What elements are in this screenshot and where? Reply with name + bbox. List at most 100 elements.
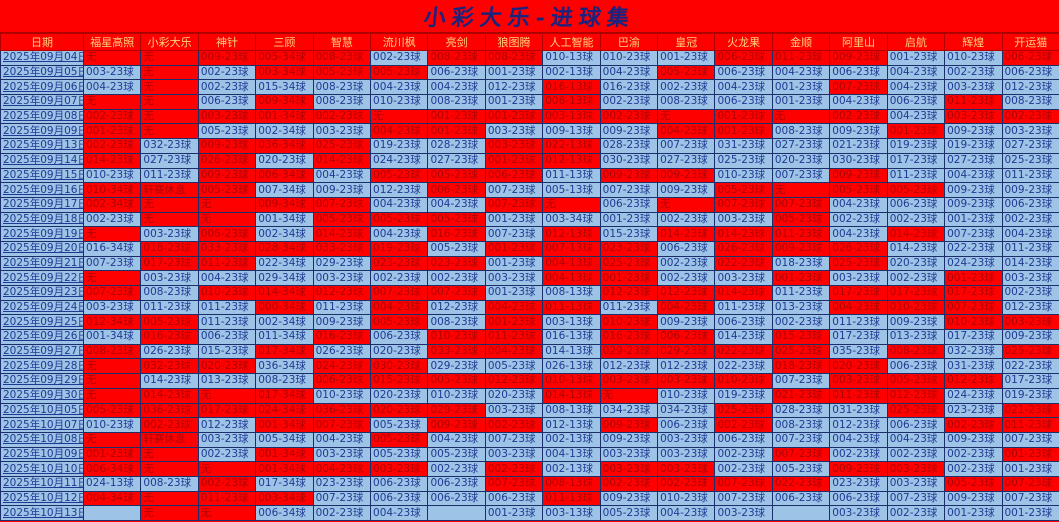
cell-miss[interactable]: 012-23球 [599, 285, 659, 301]
cell-miss[interactable]: 019-23球 [370, 240, 429, 257]
cell-miss[interactable]: 000-34球 [255, 299, 314, 316]
cell-hit[interactable]: 020-23球 [771, 152, 831, 169]
cell-miss[interactable]: 003-23球 [657, 373, 716, 389]
cell-miss[interactable]: 006-23球 [1001, 50, 1059, 66]
cell-hit[interactable]: 011-23球 [1001, 240, 1059, 257]
cell-miss[interactable]: 002-23球 [829, 108, 888, 125]
cell-miss[interactable]: 004-23球 [829, 299, 888, 316]
date-cell[interactable]: 2025年09月29日 [0, 373, 84, 389]
cell-hit[interactable]: 003-23球 [312, 123, 372, 140]
cell-miss[interactable]: 017-34球 [255, 343, 314, 360]
cell-hit[interactable]: 008-13球 [542, 285, 601, 301]
cell-hit[interactable]: 008-23球 [255, 373, 314, 389]
date-cell[interactable]: 2025年10月09日 [0, 446, 84, 463]
cell-hit[interactable]: 009-23球 [829, 123, 888, 140]
cell-hit[interactable]: 003-23球 [829, 270, 888, 286]
cell-hit[interactable]: 007-23球 [886, 490, 946, 507]
cell-miss[interactable]: 001-23球 [1001, 446, 1059, 463]
cell-hit[interactable]: 024-23球 [944, 255, 1003, 272]
cell-hit[interactable]: 020-23球 [370, 343, 429, 360]
cell-miss[interactable]: 032-23球 [140, 358, 199, 375]
cell-hit[interactable]: 002-23球 [771, 314, 831, 331]
cell-miss[interactable]: 无 [599, 387, 659, 404]
cell-hit[interactable]: 027-23球 [944, 152, 1003, 169]
cell-hit[interactable]: 006-23球 [1001, 196, 1059, 213]
cell-miss[interactable]: 003-23球 [886, 461, 946, 477]
cell-hit[interactable]: 003-13球 [542, 314, 601, 331]
date-cell[interactable]: 2025年09月21日 [0, 255, 84, 272]
cell-hit[interactable]: 007-23球 [714, 490, 773, 507]
cell-miss[interactable]: 003-13球 [542, 108, 601, 125]
cell-miss[interactable]: 004-13球 [542, 255, 601, 272]
cell-miss[interactable]: 005-23球 [370, 167, 429, 184]
cell-hit[interactable]: 011-23球 [197, 299, 257, 316]
cell-miss[interactable]: 无 [82, 373, 142, 389]
cell-miss[interactable]: 011-23球 [829, 387, 888, 404]
cell-miss[interactable]: 005-23球 [312, 64, 372, 81]
cell-hit[interactable]: 022-34球 [255, 255, 314, 272]
cell-hit[interactable]: 030-23球 [599, 152, 659, 169]
cell-miss[interactable]: 009-23球 [197, 167, 257, 184]
cell-miss[interactable]: 007-23球 [427, 285, 486, 301]
cell-miss[interactable]: 011-23球 [197, 255, 257, 272]
cell-hit[interactable]: 001-23球 [886, 50, 946, 66]
cell-hit[interactable]: 008-23球 [771, 123, 831, 140]
cell-hit[interactable] [82, 505, 142, 521]
cell-miss[interactable]: 无 [140, 64, 199, 81]
cell-miss[interactable]: 001-23球 [82, 123, 142, 140]
cell-hit[interactable]: 023-23球 [312, 475, 372, 492]
cell-miss[interactable]: 025-23球 [1001, 343, 1059, 360]
cell-miss[interactable]: 001-23球 [484, 240, 544, 257]
cell-hit[interactable]: 017-23球 [944, 329, 1003, 345]
cell-hit[interactable]: 002-23球 [886, 270, 946, 286]
cell-miss[interactable]: 029-23球 [657, 343, 716, 360]
cell-hit[interactable]: 032-23球 [140, 138, 199, 154]
cell-miss[interactable]: 036-23球 [140, 402, 199, 419]
cell-miss[interactable]: 014-34球 [255, 285, 314, 301]
cell-hit[interactable]: 003-23球 [312, 270, 372, 286]
cell-hit[interactable]: 001-23球 [944, 505, 1003, 521]
cell-miss[interactable]: 005-23球 [370, 431, 429, 448]
cell-miss[interactable]: 006-23球 [714, 50, 773, 66]
cell-hit[interactable]: 036-34球 [255, 358, 314, 375]
cell-miss[interactable]: 010-23球 [944, 314, 1003, 331]
cell-miss[interactable]: 002-23球 [197, 475, 257, 492]
cell-miss[interactable]: 004-23球 [370, 299, 429, 316]
cell-hit[interactable]: 006-23球 [370, 475, 429, 492]
date-cell[interactable]: 2025年09月25日 [0, 314, 84, 331]
cell-hit[interactable]: 007-23球 [657, 138, 716, 154]
cell-miss[interactable]: 014-23球 [312, 226, 372, 242]
cell-miss[interactable]: 003-23球 [370, 461, 429, 477]
cell-miss[interactable]: 无 [197, 211, 257, 228]
cell-hit[interactable]: 003-23球 [197, 431, 257, 448]
cell-hit[interactable]: 002-23球 [657, 211, 716, 228]
cell-hit[interactable]: 003-23球 [657, 431, 716, 448]
cell-miss[interactable]: 无 [140, 108, 199, 125]
cell-miss[interactable]: 014-23球 [82, 152, 142, 169]
cell-hit[interactable]: 004-23球 [370, 79, 429, 96]
cell-hit[interactable]: 008-23球 [140, 475, 199, 492]
cell-miss[interactable]: 007-23球 [944, 299, 1003, 316]
cell-hit[interactable]: 027-23球 [657, 152, 716, 169]
cell-miss[interactable]: 001-23球 [484, 152, 544, 169]
cell-hit[interactable]: 003-23球 [829, 505, 888, 521]
cell-hit[interactable]: 003-23球 [599, 446, 659, 463]
cell-hit[interactable]: 006-23球 [427, 64, 486, 81]
cell-hit[interactable]: 022-23球 [714, 358, 773, 375]
cell-miss[interactable]: 012-23球 [657, 285, 716, 301]
cell-miss[interactable]: 011-23球 [771, 50, 831, 66]
cell-hit[interactable]: 019-23球 [944, 138, 1003, 154]
cell-miss[interactable]: 022-13球 [542, 138, 601, 154]
cell-hit[interactable]: 023-23球 [944, 402, 1003, 419]
cell-miss[interactable]: 004-34球 [82, 490, 142, 507]
date-cell[interactable]: 2025年10月11日 [0, 475, 84, 492]
cell-miss[interactable]: 002-23球 [82, 138, 142, 154]
cell-hit[interactable]: 015-23球 [197, 343, 257, 360]
cell-miss[interactable]: 001-23球 [484, 314, 544, 331]
cell-hit[interactable]: 002-23球 [599, 94, 659, 110]
cell-miss[interactable]: 026-23球 [714, 240, 773, 257]
cell-miss[interactable]: 005-23球 [82, 402, 142, 419]
cell-hit[interactable]: 006-23球 [886, 196, 946, 213]
cell-hit[interactable]: 026-23球 [312, 343, 372, 360]
cell-miss[interactable]: 016-23球 [427, 226, 486, 242]
